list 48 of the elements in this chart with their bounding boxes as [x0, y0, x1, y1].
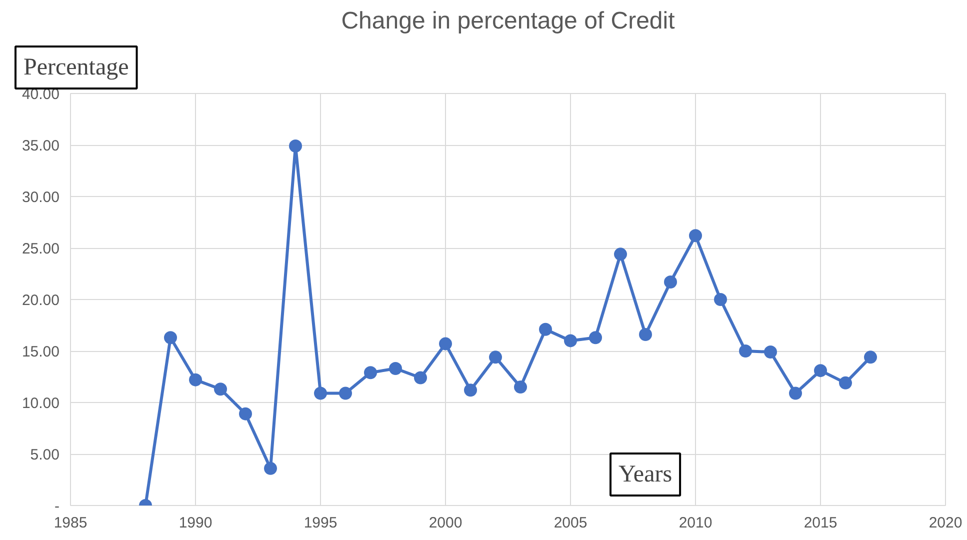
x-tick-label: 1990 — [178, 514, 212, 532]
point — [589, 331, 602, 344]
y-tick-label: - — [54, 498, 60, 515]
point — [289, 140, 302, 153]
y-tick-label: 25.00 — [22, 240, 60, 258]
point — [639, 328, 652, 342]
x-axis-title: Years — [618, 462, 672, 488]
point — [714, 293, 727, 306]
point — [664, 276, 677, 288]
point — [564, 334, 577, 348]
point — [389, 362, 402, 375]
point — [689, 229, 702, 242]
point — [739, 344, 752, 358]
y-tick-label: 20.00 — [22, 292, 60, 309]
x-tick-label: 1995 — [304, 514, 338, 532]
point — [189, 373, 202, 386]
y-axis-title: Percentage — [24, 54, 129, 80]
point — [864, 350, 877, 364]
point — [239, 407, 252, 420]
x-tick-label: 2020 — [928, 514, 962, 532]
point — [314, 386, 327, 400]
x-tick-label: 2000 — [428, 514, 462, 532]
point — [814, 364, 827, 378]
y-tick-label: 15.00 — [22, 344, 60, 360]
point — [539, 322, 552, 336]
point — [214, 382, 227, 396]
point — [489, 350, 502, 364]
y-tick-label: 5.00 — [30, 446, 60, 464]
x-tick-label: 1985 — [54, 514, 88, 532]
point — [614, 248, 627, 261]
point — [164, 331, 177, 344]
point — [464, 384, 477, 397]
y-tick-label: 35.00 — [22, 138, 60, 154]
point — [514, 380, 527, 394]
y-tick-label: 10.00 — [22, 395, 60, 412]
point — [339, 386, 352, 400]
x-tick-label: 2015 — [804, 514, 838, 532]
point — [364, 366, 377, 380]
x-tick-label: 2010 — [678, 514, 712, 532]
y-tick-label: 30.00 — [22, 189, 60, 206]
point — [839, 376, 852, 390]
point — [414, 371, 427, 384]
point — [264, 462, 277, 475]
point — [789, 386, 802, 400]
point — [764, 346, 777, 359]
x-tick-label: 2005 — [554, 514, 588, 532]
point — [439, 337, 452, 350]
chart-title: Change in percentage of Credit — [341, 8, 676, 34]
